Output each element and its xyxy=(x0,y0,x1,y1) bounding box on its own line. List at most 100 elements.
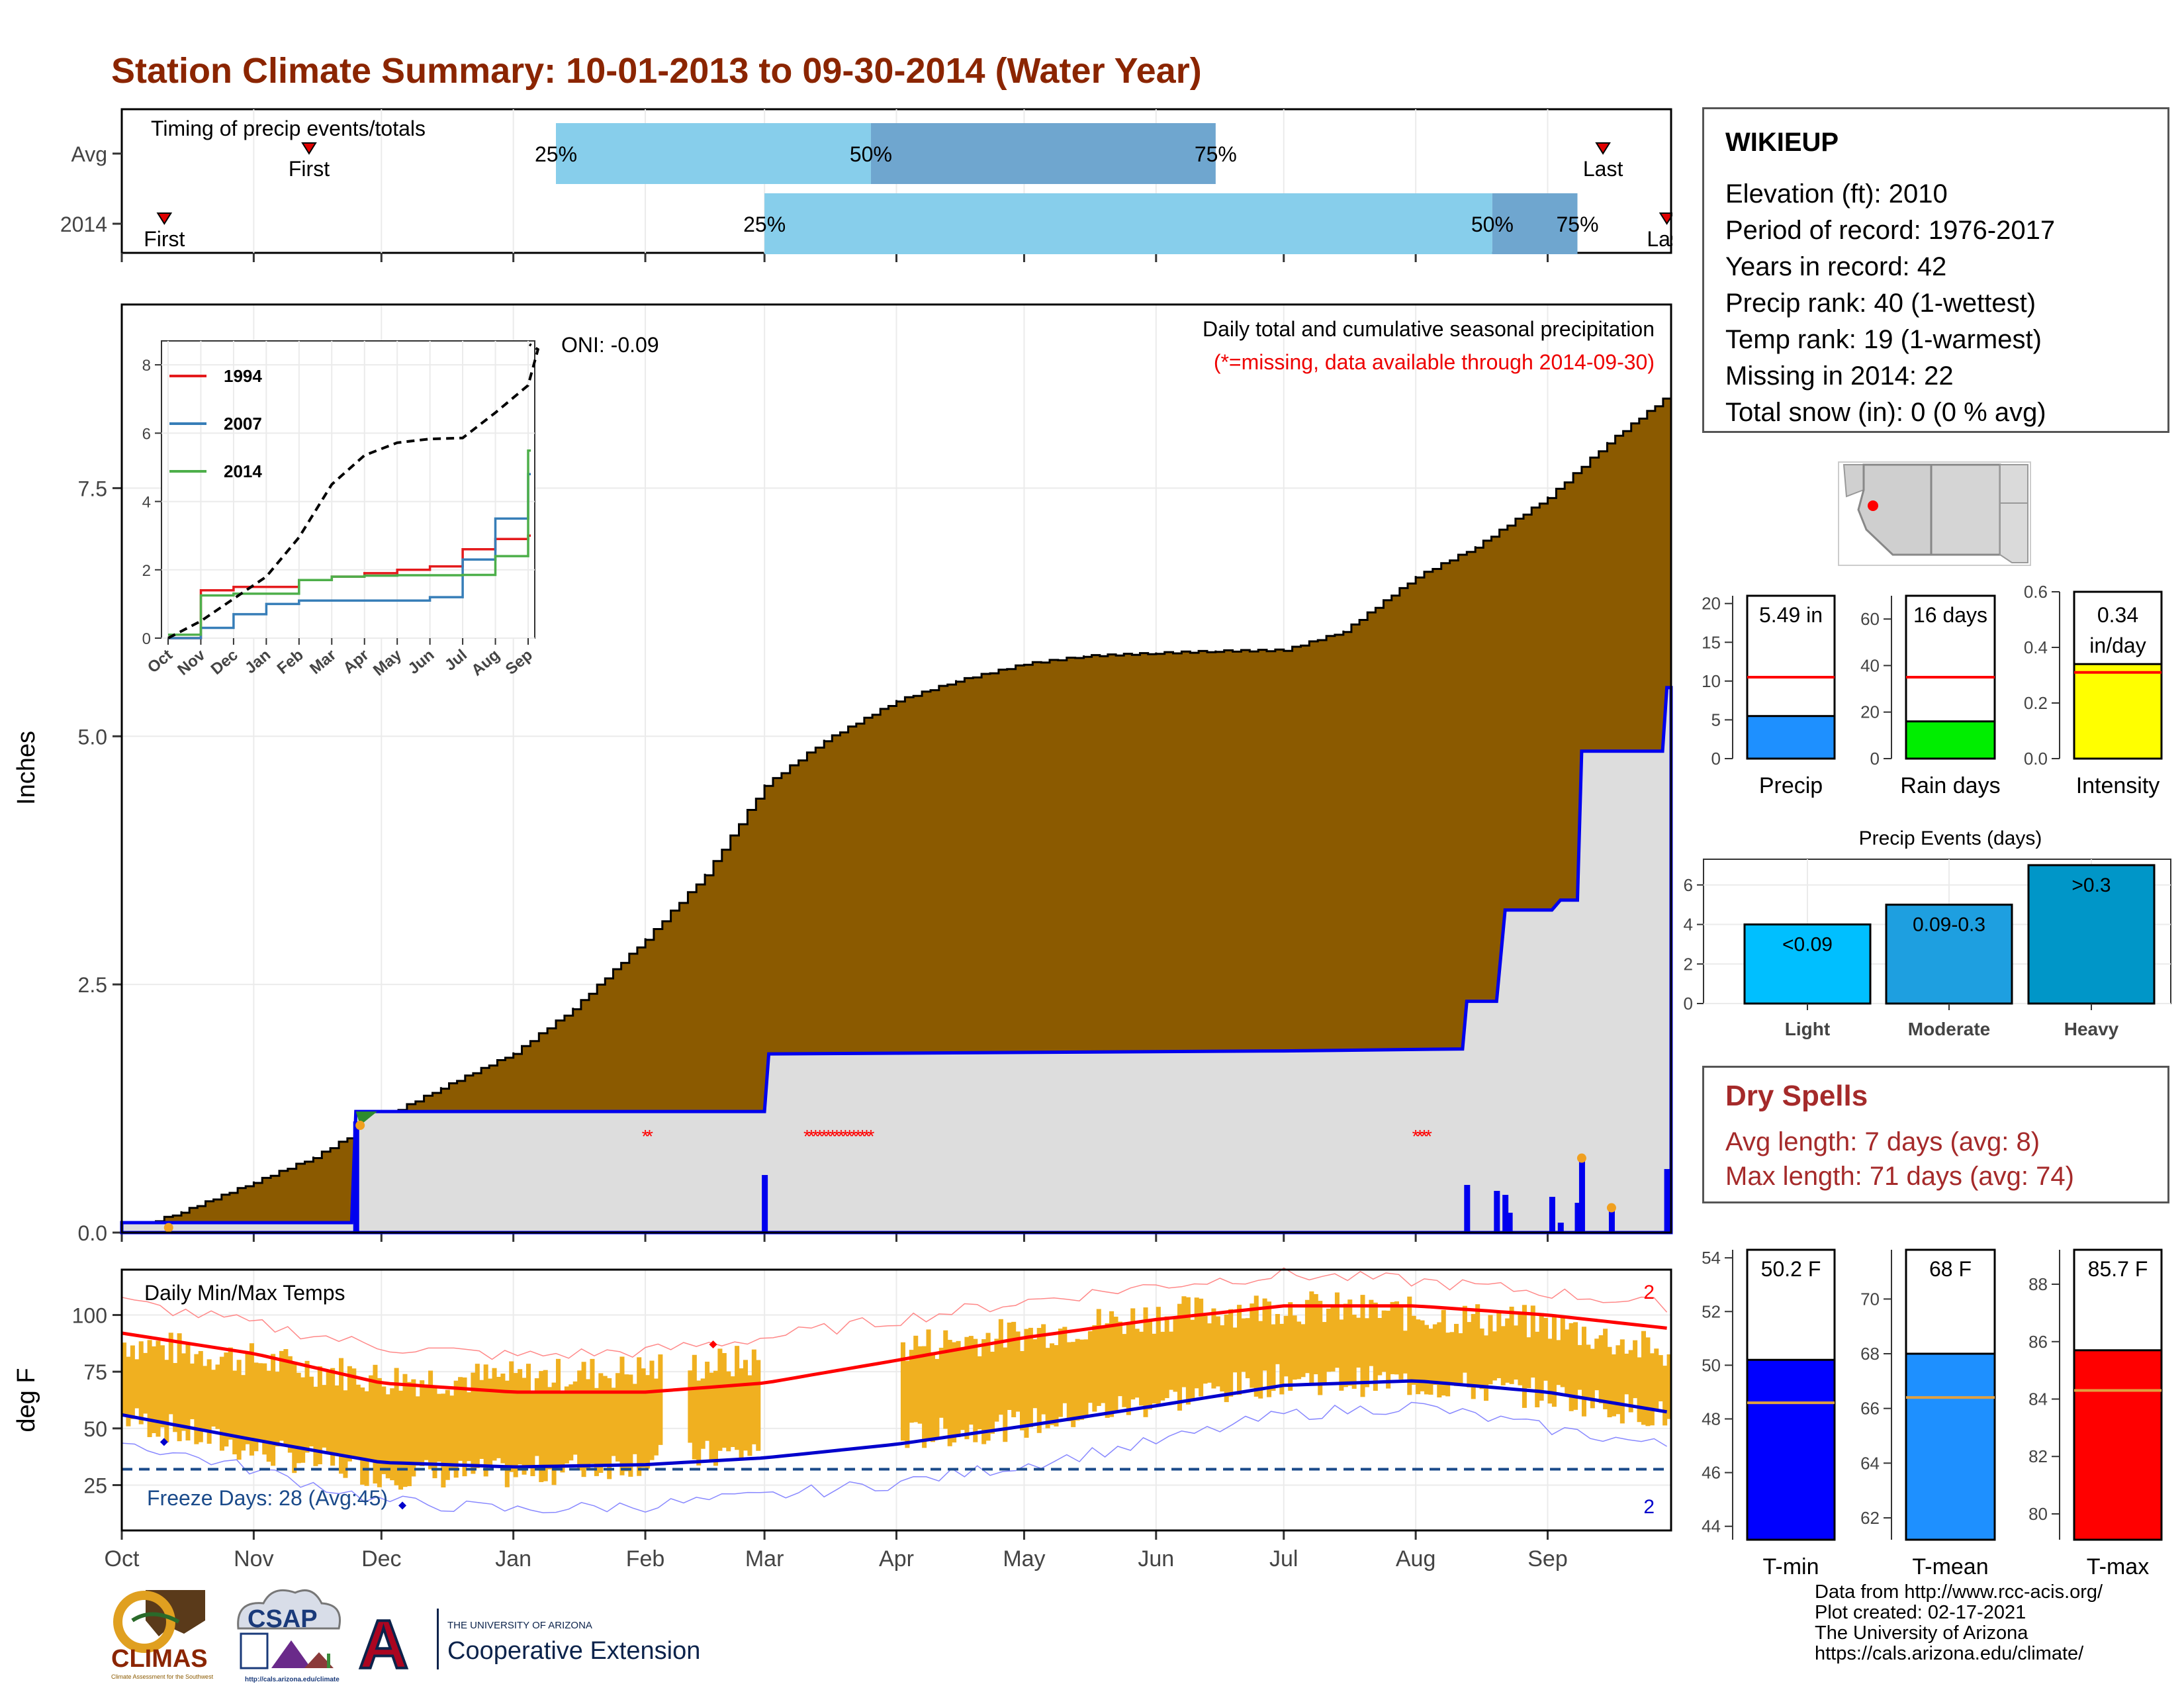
daily-temp-range xyxy=(1398,1307,1404,1380)
daily-temp-range xyxy=(1471,1313,1476,1399)
map-east xyxy=(1999,464,2028,504)
event-dot xyxy=(1576,1153,1586,1163)
events-y-tick-label: 0 xyxy=(1684,994,1693,1013)
daily-temp-range xyxy=(1313,1293,1318,1375)
daily-temp-range xyxy=(530,1393,535,1476)
daily-temp-range xyxy=(743,1360,749,1451)
timing-edge-mask xyxy=(1672,108,1699,254)
daily-temp-range xyxy=(713,1370,718,1466)
daily-temp-range xyxy=(981,1339,987,1444)
daily-temp-range xyxy=(1228,1309,1234,1397)
daily-temp-range xyxy=(1373,1302,1378,1391)
daily-temp-range xyxy=(938,1348,944,1418)
daily-temp-range xyxy=(343,1390,348,1478)
missing-day-marker: * xyxy=(1421,1126,1428,1147)
daily-temp-range xyxy=(1083,1339,1089,1417)
daily-temp-range xyxy=(1560,1316,1565,1387)
daily-temp-range xyxy=(1041,1324,1046,1415)
raindays-bar-y-tick-label: 60 xyxy=(1860,609,1880,629)
record-high-marker xyxy=(709,1340,717,1349)
daily-temp-range xyxy=(645,1375,651,1469)
missing-day-marker: * xyxy=(646,1126,653,1147)
record-tmax-line xyxy=(121,1267,1668,1360)
month-label: May xyxy=(1003,1546,1045,1571)
daily-temp-range xyxy=(539,1371,544,1482)
daily-temp-range xyxy=(1283,1315,1289,1377)
daily-temp-range xyxy=(1615,1345,1621,1415)
daily-temp-range xyxy=(1194,1297,1199,1389)
daily-temp-range xyxy=(156,1340,161,1437)
daily-temp-range xyxy=(598,1373,604,1474)
climas-subtitle: Climate Assessment for the Southwest xyxy=(111,1673,214,1680)
page-title: Station Climate Summary: 10-01-2013 to 0… xyxy=(111,51,1202,91)
map-texas xyxy=(1999,502,2028,563)
daily-temp-range xyxy=(1152,1333,1157,1404)
daily-temp-range xyxy=(279,1350,284,1441)
daily-temp-range xyxy=(1518,1313,1523,1385)
daily-temp-range xyxy=(1028,1327,1033,1428)
daily-temp-range xyxy=(1402,1331,1408,1374)
missing-day-marker: * xyxy=(863,1126,870,1147)
missing-day-marker: * xyxy=(807,1126,815,1147)
inset-legend-label: 2014 xyxy=(224,461,262,481)
climas-wordmark: CLIMAS xyxy=(111,1645,208,1673)
daily-temp-range xyxy=(577,1370,582,1471)
daily-temp-range xyxy=(1122,1334,1127,1407)
precip-bar-y-tick-label: 20 xyxy=(1702,594,1721,614)
daily-temp-range xyxy=(1543,1317,1549,1381)
precip-y-tick-label: 7.5 xyxy=(78,477,107,500)
missing-day-marker: * xyxy=(803,1126,811,1147)
daily-temp-range xyxy=(377,1378,382,1487)
daily-temp-range xyxy=(964,1336,970,1440)
daily-precip-bar xyxy=(1494,1191,1500,1233)
daily-temp-range xyxy=(594,1387,599,1476)
daily-temp-range xyxy=(1101,1327,1106,1403)
daily-temp-range xyxy=(977,1356,982,1430)
daily-temp-range xyxy=(653,1378,659,1456)
daily-temp-range xyxy=(1147,1319,1152,1410)
daily-precip-bar xyxy=(1578,1158,1585,1233)
daily-temp-range xyxy=(913,1335,919,1423)
month-label: Feb xyxy=(626,1546,665,1571)
daily-temp-range xyxy=(756,1360,761,1451)
daily-temp-range xyxy=(355,1384,361,1459)
precip-bar-value-label: 5.49 in xyxy=(1759,603,1823,627)
daily-temp-range xyxy=(1156,1307,1161,1407)
daily-temp-range xyxy=(292,1364,297,1474)
daily-temp-range xyxy=(1071,1342,1076,1427)
daily-temp-range xyxy=(1514,1325,1519,1380)
daily-temp-range xyxy=(628,1374,633,1477)
daily-temp-range xyxy=(1190,1319,1195,1399)
temp-y-tick-label: 75 xyxy=(83,1360,107,1384)
tmin-bar-y-tick-label: 54 xyxy=(1702,1248,1721,1268)
inset-y-tick-label: 8 xyxy=(142,357,151,375)
summary-bars: 0 5 10 15 20 5.49 in Precip 0 20 40 60 16 days Rain … xyxy=(1702,582,2163,1579)
dry-avg-length: Avg length: 7 days (avg: 8) xyxy=(1725,1127,2040,1156)
daily-temp-range xyxy=(215,1364,220,1429)
daily-temp-range xyxy=(1164,1316,1169,1399)
daily-temp-range xyxy=(1015,1331,1021,1412)
daily-precip-bar xyxy=(1664,1169,1670,1233)
daily-temp-range xyxy=(1390,1301,1395,1374)
raindays-bar-value-bar xyxy=(1905,720,1996,760)
daily-temp-range xyxy=(1105,1323,1110,1418)
ua-block-a: A xyxy=(359,1607,408,1683)
tmean-bar-y-tick-label: 66 xyxy=(1860,1399,1880,1419)
tmin-bar-value-bar xyxy=(1746,1358,1836,1541)
daily-temp-range xyxy=(428,1370,433,1470)
tmax-bar-y-tick-label: 80 xyxy=(2028,1504,2048,1524)
missing-line: Missing in 2014: 22 xyxy=(1725,361,1954,391)
tmin-bar-y-tick-label: 46 xyxy=(1702,1463,1721,1483)
footer-credits: Data from http://www.rcc-acis.org/ Plot … xyxy=(1815,1582,2103,1664)
daily-temp-range xyxy=(1036,1328,1042,1433)
tmin-bar-y-tick-label: 52 xyxy=(1702,1301,1721,1321)
first-label: First xyxy=(289,157,330,181)
daily-temp-range xyxy=(471,1372,476,1474)
daily-temp-range xyxy=(1539,1313,1544,1401)
daily-temp-range xyxy=(1509,1306,1514,1384)
daily-temp-range xyxy=(1594,1338,1600,1391)
tmean-bar-y-tick-label: 64 xyxy=(1860,1453,1880,1473)
daily-temp-range xyxy=(934,1358,940,1438)
daily-temp-range xyxy=(1139,1331,1144,1406)
inset-y-tick-label: 4 xyxy=(142,494,151,512)
